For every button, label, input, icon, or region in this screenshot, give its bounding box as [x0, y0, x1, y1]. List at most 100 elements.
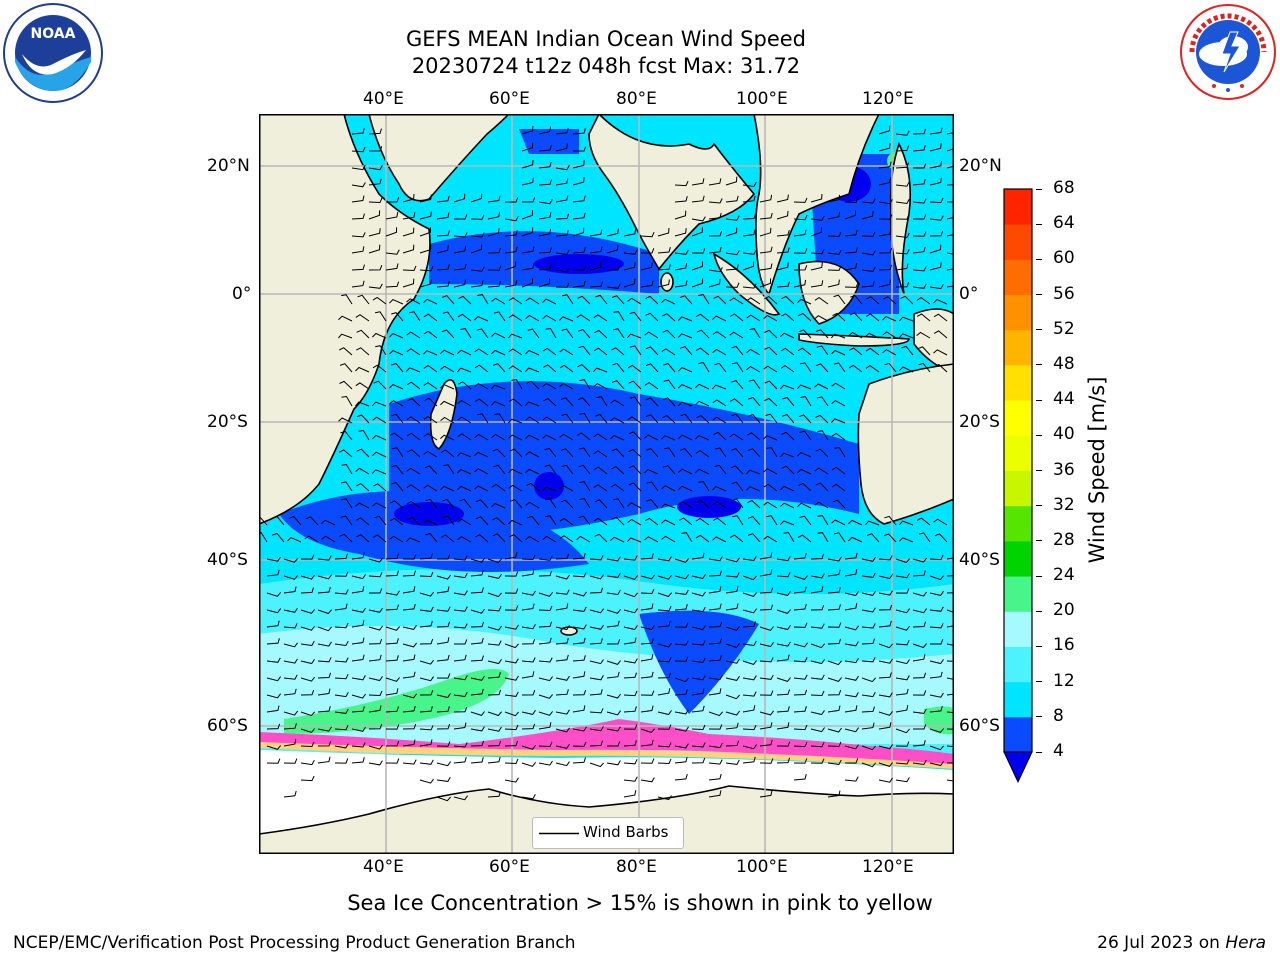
wind-barb: [946, 165, 954, 169]
wind-barb: [487, 605, 502, 612]
wind-barb: [334, 589, 349, 595]
wind-barb: [544, 447, 557, 458]
wind-barb: [640, 777, 655, 783]
wind-barb: [895, 728, 910, 734]
wind-barb: [402, 212, 416, 220]
wind-barb: [732, 362, 744, 373]
wind-barb: [504, 711, 519, 717]
wind-barb: [272, 515, 285, 526]
wind-barb: [470, 569, 484, 577]
wind-barb: [912, 178, 926, 186]
wind-barb: [657, 758, 672, 765]
wind-barb: [579, 379, 591, 390]
wind-barb: [521, 590, 536, 596]
wind-core-4: [677, 496, 741, 518]
wind-barb: [477, 294, 489, 305]
colorbar-tick-mark: [1036, 751, 1042, 753]
wind-barb: [729, 297, 744, 305]
wind-barb: [827, 741, 842, 747]
wind-barb: [504, 246, 518, 254]
wind-barb: [746, 432, 761, 441]
wind-barb: [606, 671, 620, 679]
wind-barb: [695, 347, 710, 356]
wind-barb: [442, 515, 455, 526]
wind-barb: [657, 620, 671, 628]
wind-barb: [613, 498, 625, 509]
wind-barb: [459, 498, 472, 509]
wind-barb: [334, 640, 349, 647]
wind-barb: [640, 262, 653, 271]
wind-barb: [644, 434, 659, 441]
wind-barb: [266, 638, 280, 645]
wind-barb: [712, 486, 727, 492]
wind-barb: [844, 641, 859, 647]
wind-barb: [929, 606, 944, 612]
wind-barb: [453, 654, 467, 662]
wind-barb: [470, 637, 484, 645]
wind-barb: [542, 535, 557, 543]
wind-barb: [844, 705, 858, 713]
wind-barb: [657, 247, 671, 254]
colorbar-cell: [1004, 470, 1032, 507]
wind-barb: [419, 194, 432, 203]
wind-barb: [491, 349, 506, 356]
wind-barb: [827, 279, 840, 288]
sea-ice-caption: Sea Ice Concentration > 15% is shown in …: [347, 891, 933, 915]
wind-barb: [725, 759, 740, 765]
wind-barb: [389, 350, 404, 356]
wind-barb: [521, 690, 536, 696]
wind-barb: [389, 333, 404, 339]
wind-barb: [916, 517, 931, 526]
wind-barb: [878, 161, 892, 169]
wind-barb: [731, 498, 744, 509]
wind-barb: [878, 620, 892, 628]
wind-barb: [595, 413, 608, 424]
wind-barb: [300, 760, 315, 766]
wind-barb: [589, 229, 603, 237]
wind-barb: [861, 281, 875, 288]
wind-barb: [708, 711, 723, 717]
wind-barb: [266, 693, 282, 699]
wind-barb: [780, 520, 795, 526]
wind-barb: [814, 501, 829, 509]
colorbar-frame: [1003, 188, 1033, 753]
wind-barb: [470, 711, 485, 716]
wind-barb: [708, 759, 723, 765]
wind-barb: [844, 552, 858, 560]
wind-barb: [423, 484, 438, 492]
wind-barb: [356, 448, 370, 458]
wind-barb: [423, 313, 438, 322]
wind-barb: [470, 621, 485, 628]
wind-barb: [300, 659, 315, 665]
wind-barb: [436, 761, 452, 767]
wind-barb: [640, 280, 654, 288]
graticule: [259, 114, 954, 854]
wind-barb: [542, 416, 557, 424]
wind-barb: [714, 447, 727, 458]
wind-barb: [606, 710, 622, 716]
wind-barb: [725, 603, 739, 611]
wind-barb: [780, 452, 795, 458]
wind-barb: [929, 745, 944, 751]
wind-barb: [355, 382, 370, 390]
wind-barb: [929, 575, 944, 581]
wind-barb: [419, 778, 434, 784]
wind-barb: [555, 625, 570, 631]
wind-barb: [474, 485, 489, 492]
wind-barb: [929, 659, 944, 665]
wind-barb: [407, 449, 421, 458]
wind-barb: [508, 434, 523, 441]
wind-barb: [848, 347, 863, 356]
wind-barb: [708, 790, 722, 798]
wind-barb: [402, 570, 416, 577]
wind-barb: [487, 281, 501, 288]
wind-barb: [929, 692, 944, 698]
wind-barb: [368, 638, 383, 645]
wind-barb: [457, 535, 472, 543]
wind-barb: [351, 128, 365, 135]
wind-barb: [929, 590, 944, 596]
wind-barb: [555, 282, 570, 288]
wind-barb: [759, 626, 774, 631]
wind-barb: [572, 655, 586, 662]
wind-barb: [623, 776, 638, 782]
